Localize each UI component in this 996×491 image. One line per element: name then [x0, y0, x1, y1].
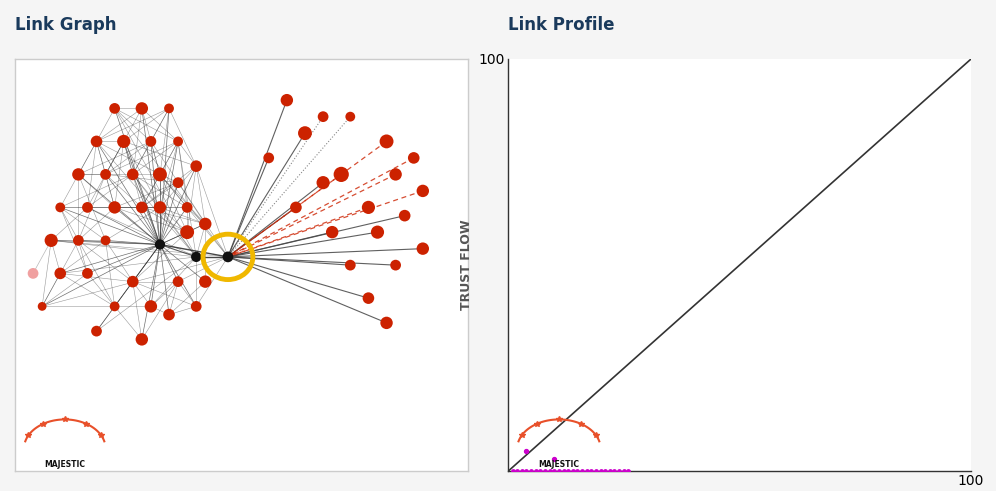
Text: Link Graph: Link Graph — [15, 16, 117, 34]
Point — [53, 203, 68, 211]
Point — [343, 261, 359, 269]
Point — [170, 278, 186, 286]
Point — [533, 467, 549, 475]
Point — [80, 203, 96, 211]
Point — [519, 467, 535, 475]
Point — [519, 447, 535, 455]
Point — [71, 170, 87, 178]
Point — [396, 212, 412, 219]
Point — [315, 113, 331, 121]
Point — [124, 278, 140, 286]
Point — [25, 270, 41, 277]
Point — [170, 179, 186, 187]
Point — [133, 335, 149, 343]
Point — [107, 105, 123, 112]
Point — [279, 96, 295, 104]
Point — [315, 179, 331, 187]
Point — [107, 302, 123, 310]
Point — [387, 261, 403, 269]
Point — [324, 228, 340, 236]
Point — [143, 137, 159, 145]
Point — [98, 170, 114, 178]
Point — [334, 170, 350, 178]
Point — [547, 455, 563, 463]
Point — [361, 203, 376, 211]
Point — [197, 220, 213, 228]
Point — [89, 327, 105, 335]
Point — [370, 228, 385, 236]
Point — [556, 467, 572, 475]
Point — [80, 270, 96, 277]
Point — [537, 467, 553, 475]
Point — [197, 278, 213, 286]
Point — [188, 162, 204, 170]
Point — [89, 137, 105, 145]
Point — [133, 203, 149, 211]
Point — [607, 467, 622, 475]
Point — [124, 170, 140, 178]
Point — [565, 467, 581, 475]
Point — [161, 311, 177, 319]
Point — [560, 467, 576, 475]
Point — [143, 302, 159, 310]
Point — [593, 467, 609, 475]
Point — [107, 203, 123, 211]
Point — [574, 467, 590, 475]
Point — [179, 228, 195, 236]
Point — [98, 237, 114, 245]
Point — [34, 302, 50, 310]
Point — [152, 170, 168, 178]
Point — [505, 467, 521, 475]
Point — [378, 137, 394, 145]
Point — [415, 187, 431, 195]
Point — [523, 467, 539, 475]
Point — [378, 319, 394, 327]
Point — [179, 203, 195, 211]
Point — [612, 467, 627, 475]
Y-axis label: TRUST FLOW: TRUST FLOW — [460, 220, 473, 310]
Point — [43, 237, 59, 245]
Point — [152, 203, 168, 211]
Point — [133, 105, 149, 112]
Point — [415, 245, 431, 252]
Point — [53, 270, 68, 277]
Point — [71, 237, 87, 245]
Point — [188, 302, 204, 310]
Point — [152, 241, 168, 248]
Point — [288, 203, 304, 211]
Text: Link Profile: Link Profile — [508, 16, 615, 34]
Point — [579, 467, 595, 475]
Point — [514, 467, 530, 475]
Point — [598, 467, 614, 475]
Point — [542, 467, 558, 475]
Point — [261, 154, 277, 162]
Point — [588, 467, 604, 475]
Point — [509, 467, 525, 475]
Point — [602, 467, 618, 475]
Point — [188, 253, 204, 261]
Point — [161, 105, 177, 112]
Point — [547, 467, 563, 475]
Point — [551, 467, 567, 475]
Point — [170, 137, 186, 145]
Point — [220, 253, 236, 261]
Point — [584, 467, 600, 475]
Point — [405, 154, 421, 162]
Point — [343, 113, 359, 121]
Point — [621, 467, 636, 475]
Point — [361, 294, 376, 302]
Point — [570, 467, 586, 475]
Point — [528, 467, 544, 475]
Point — [387, 170, 403, 178]
Point — [297, 129, 313, 137]
Point — [116, 137, 131, 145]
Point — [616, 467, 631, 475]
